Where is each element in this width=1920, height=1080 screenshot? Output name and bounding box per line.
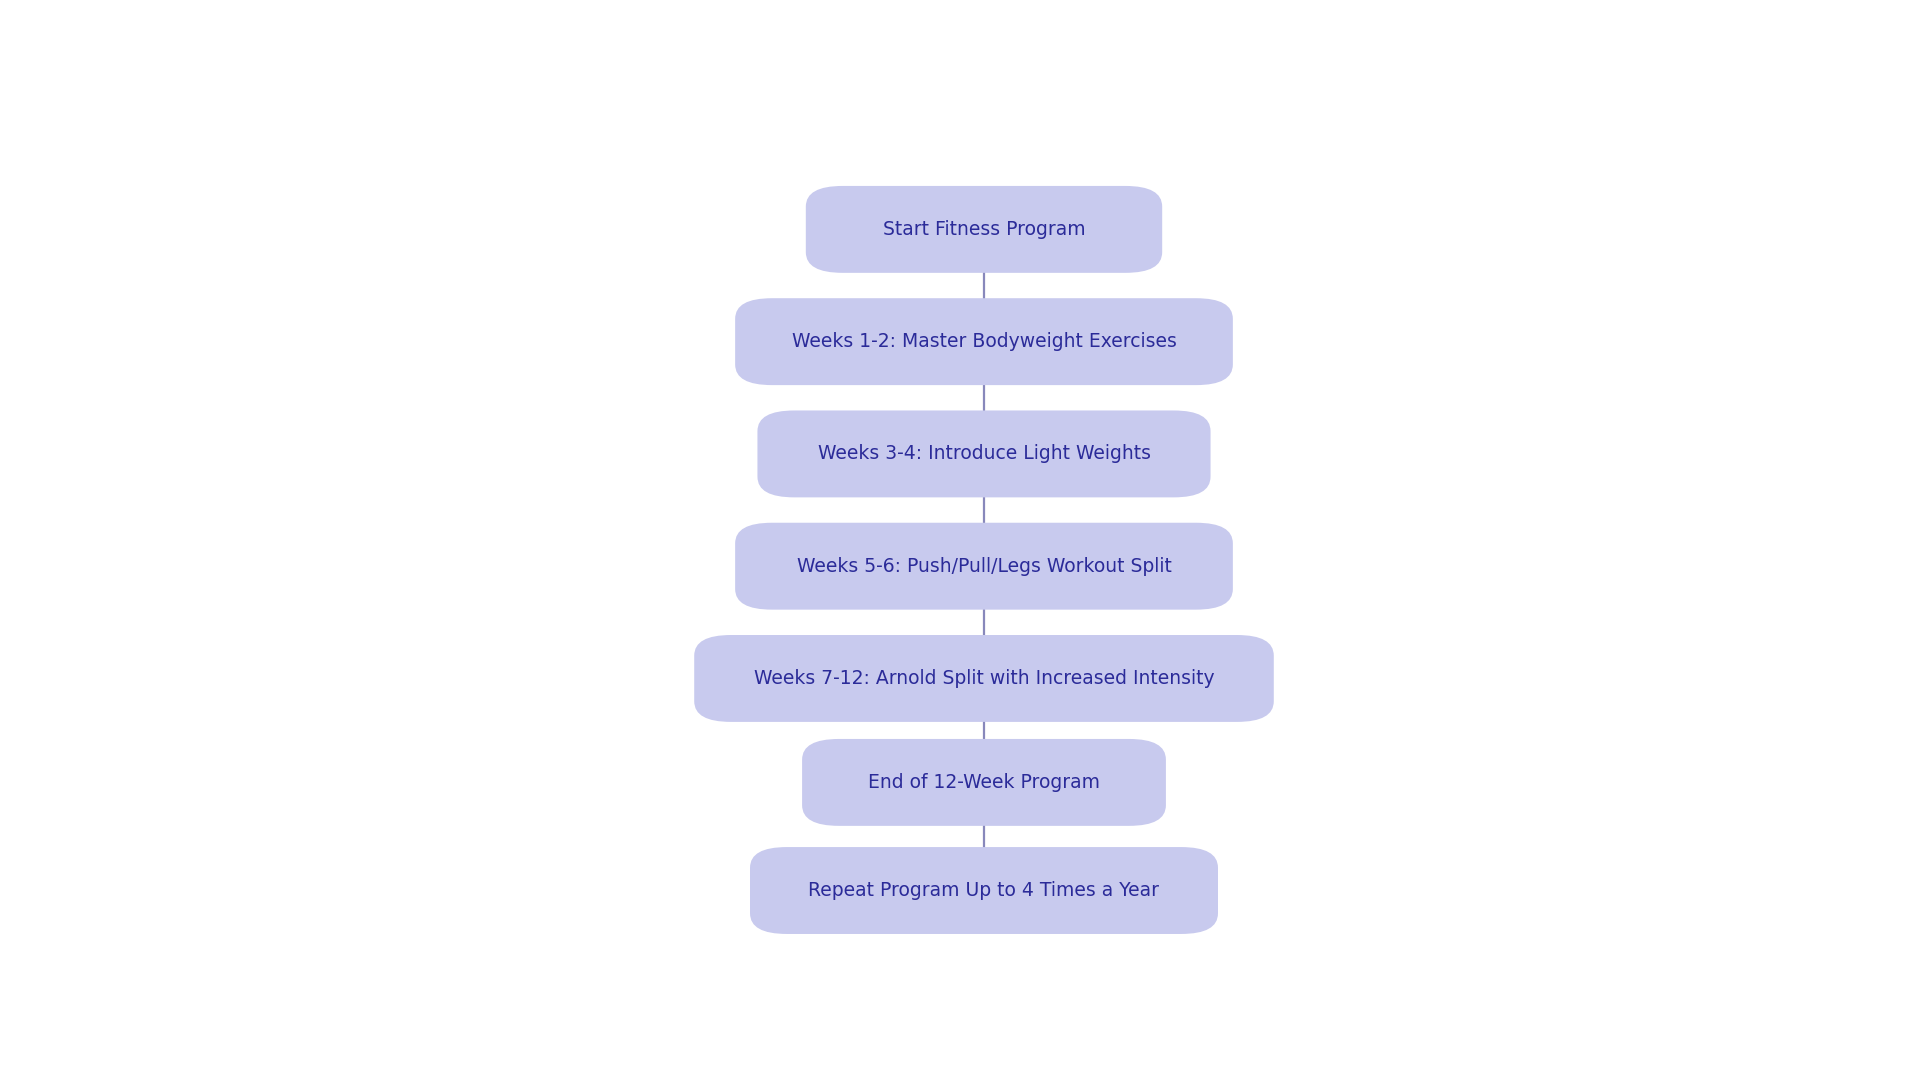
Text: Weeks 1-2: Master Bodyweight Exercises: Weeks 1-2: Master Bodyweight Exercises bbox=[791, 333, 1177, 351]
Text: Repeat Program Up to 4 Times a Year: Repeat Program Up to 4 Times a Year bbox=[808, 881, 1160, 900]
FancyBboxPatch shape bbox=[735, 523, 1233, 609]
FancyBboxPatch shape bbox=[735, 298, 1233, 386]
FancyBboxPatch shape bbox=[758, 410, 1210, 498]
Text: Start Fitness Program: Start Fitness Program bbox=[883, 220, 1085, 239]
Text: Weeks 7-12: Arnold Split with Increased Intensity: Weeks 7-12: Arnold Split with Increased … bbox=[755, 669, 1213, 688]
Text: End of 12-Week Program: End of 12-Week Program bbox=[868, 773, 1100, 792]
Text: Weeks 3-4: Introduce Light Weights: Weeks 3-4: Introduce Light Weights bbox=[818, 445, 1150, 463]
FancyBboxPatch shape bbox=[751, 847, 1217, 934]
FancyBboxPatch shape bbox=[806, 186, 1162, 273]
FancyBboxPatch shape bbox=[695, 635, 1273, 721]
Text: Weeks 5-6: Push/Pull/Legs Workout Split: Weeks 5-6: Push/Pull/Legs Workout Split bbox=[797, 556, 1171, 576]
FancyBboxPatch shape bbox=[803, 739, 1165, 826]
